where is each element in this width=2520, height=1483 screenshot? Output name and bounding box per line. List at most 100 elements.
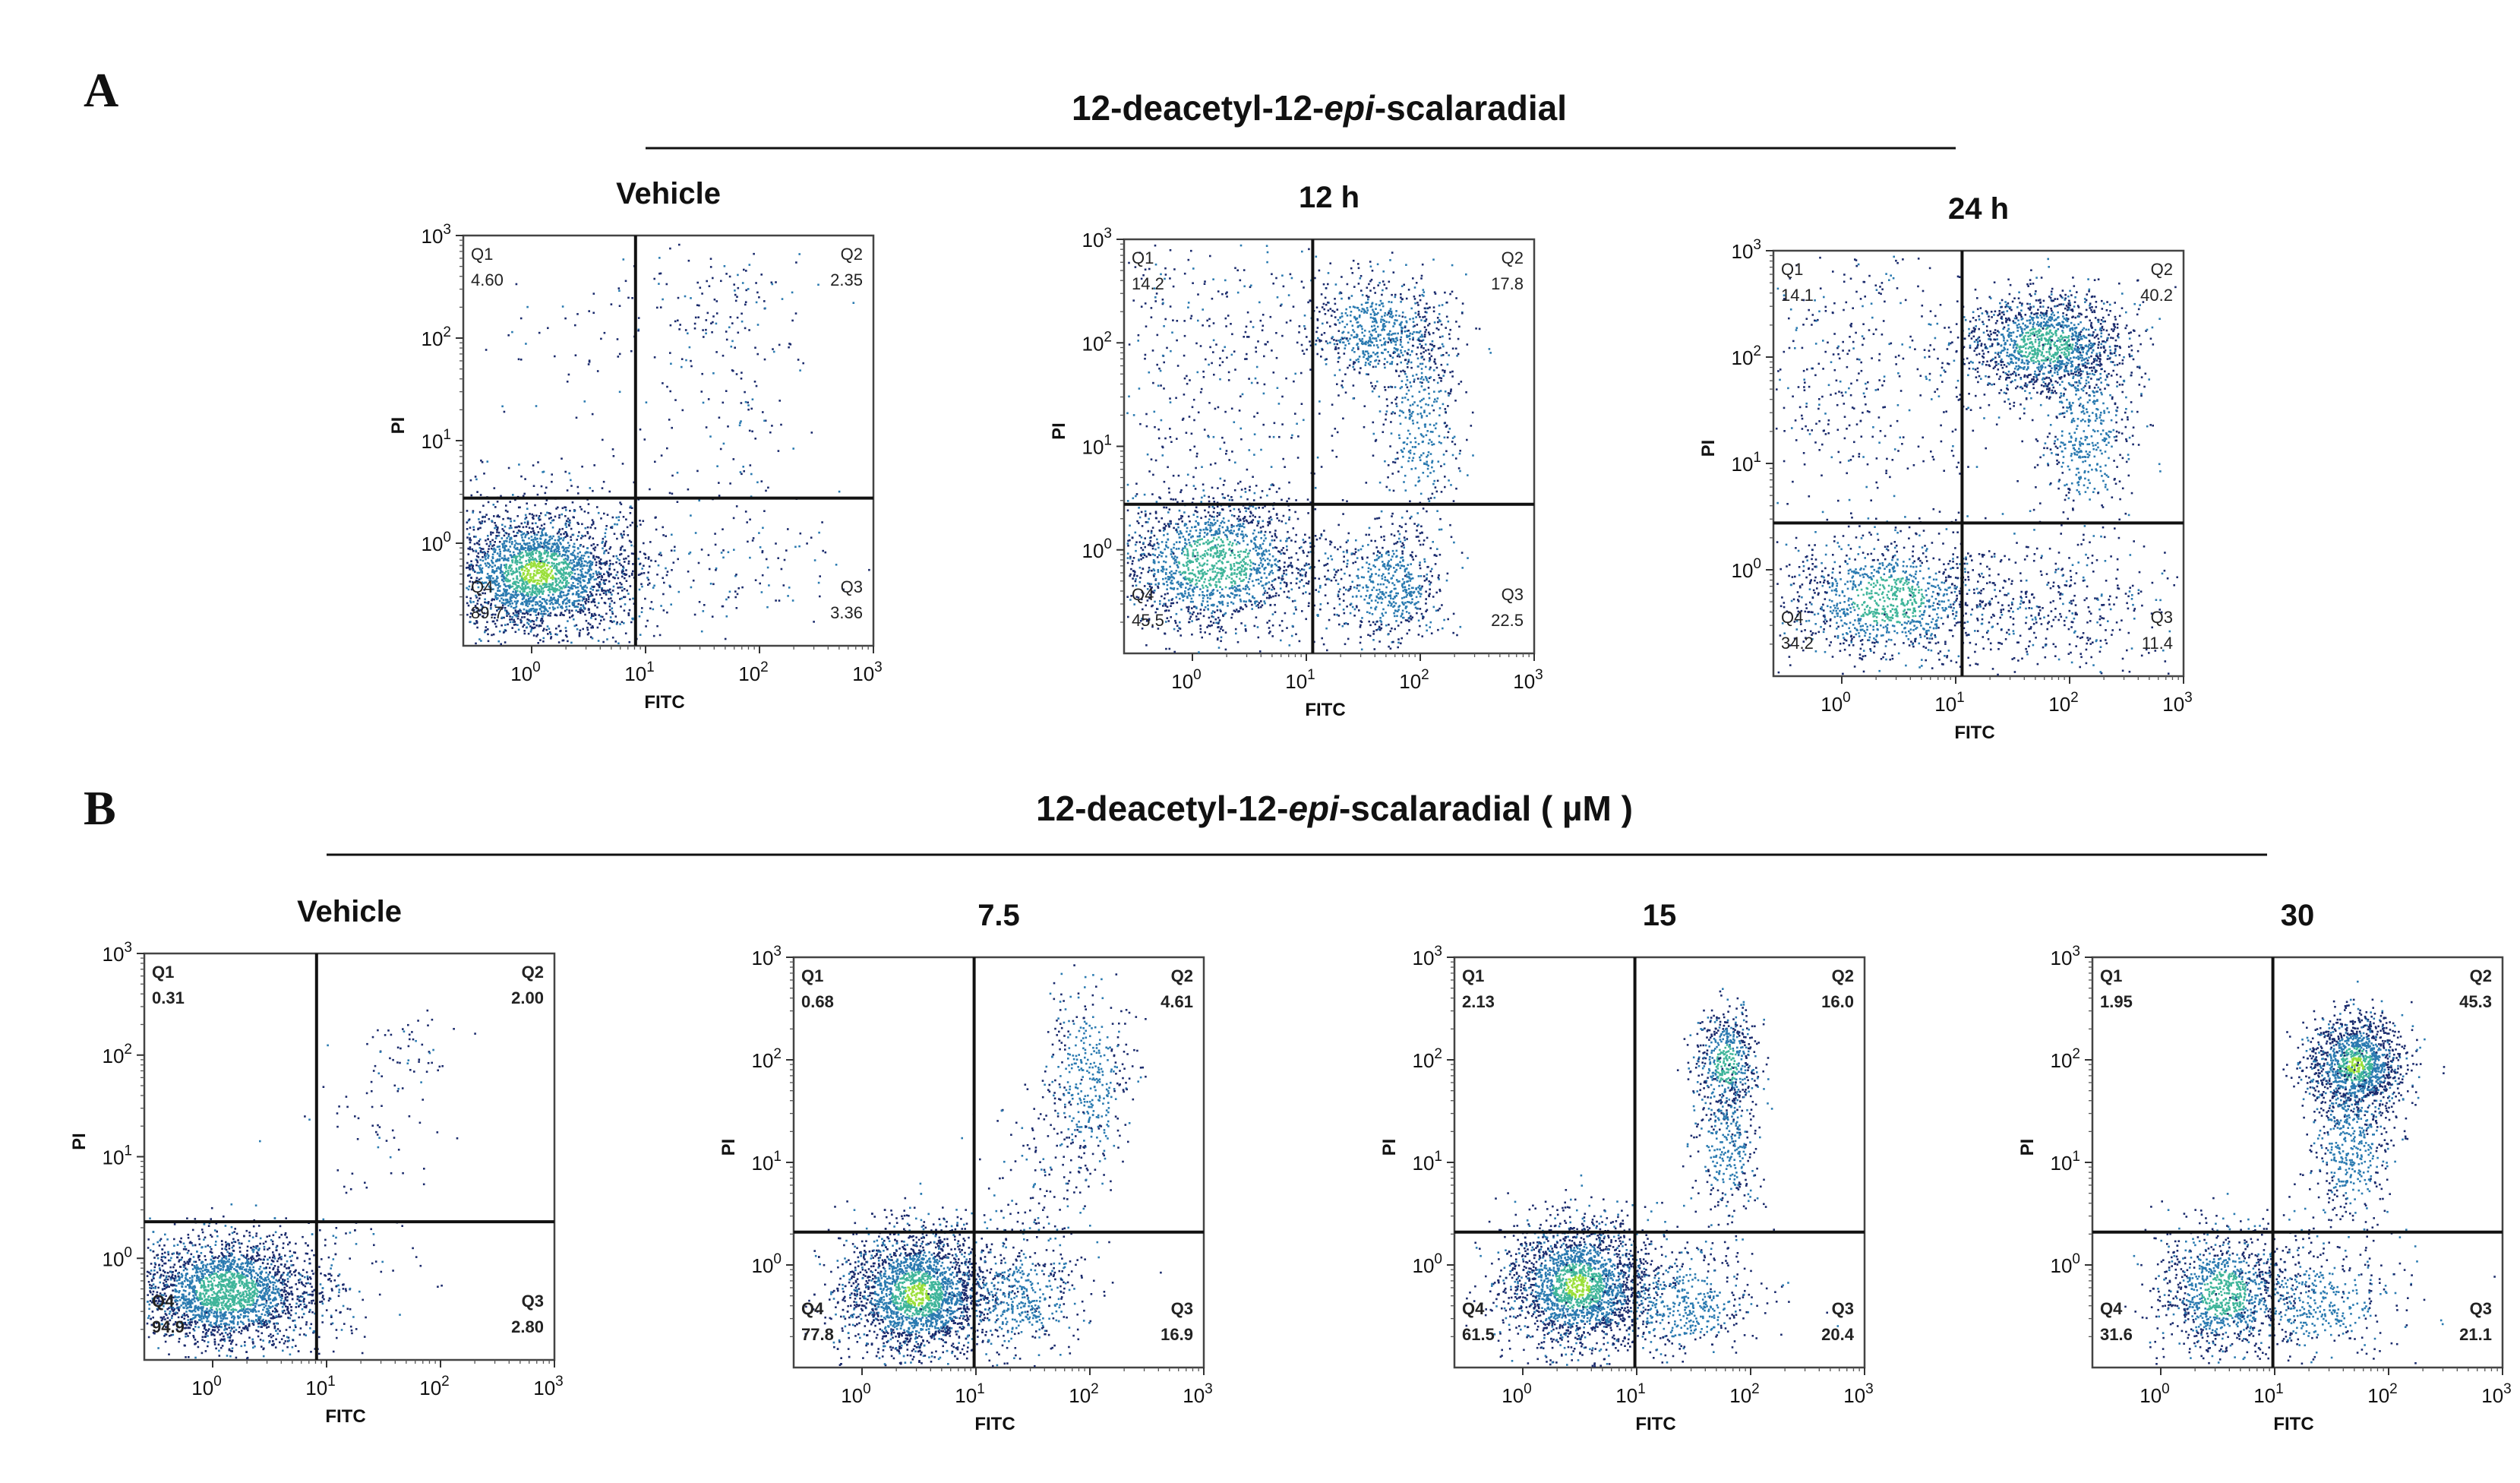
y-tick-label: 103: [752, 944, 782, 969]
x-tick-label: 100: [841, 1381, 871, 1407]
quadrant-q1-value: 2.13: [1462, 992, 1495, 1011]
y-tick-label: 103: [2051, 944, 2081, 969]
y-tick-label: 103: [1413, 944, 1443, 969]
quadrant-q1-value: 14.2: [1132, 274, 1164, 293]
y-tick-label: 102: [1732, 343, 1762, 369]
plot-b-2: 7.5 Q1 0.68 Q2 4.61 Q3 16.9 Q4 77.8 100 100 101 101 1…: [718, 899, 1213, 1434]
x-tick-label: 101: [955, 1381, 985, 1407]
plot-title: 7.5: [977, 899, 1020, 932]
plot-frame: [2091, 956, 2504, 1369]
x-tick-label: 100: [510, 659, 541, 685]
x-axis-label: FITC: [1954, 723, 1994, 743]
quadrant-q4-value: 77.8: [801, 1325, 834, 1344]
quadrant-q1-name: Q1: [152, 963, 174, 982]
quadrant-q2-value: 2.35: [830, 270, 863, 289]
plot-frame: [1772, 249, 2185, 678]
panel-b-title: 12-deacetyl-12-epi-scalaradial ( µM ): [1036, 789, 1633, 828]
quadrant-q2-name: Q2: [1832, 966, 1854, 985]
x-tick-label: 103: [2481, 1381, 2512, 1407]
quadrant-q4-name: Q4: [152, 1292, 175, 1311]
event-dots: [146, 1009, 476, 1360]
quadrant-q3-value: 2.80: [511, 1317, 544, 1336]
quadrant-q4-value: 61.5: [1462, 1325, 1495, 1344]
quadrant-q3-value: 21.1: [2459, 1325, 2492, 1344]
panel-a-letter: A: [84, 63, 118, 117]
plot-b-4: 30 Q1 1.95 Q2 45.3 Q3 21.1 Q4 31.6 100 100 101 101 10…: [2017, 899, 2512, 1434]
plot-b-3: 15 Q1 2.13 Q2 16.0 Q3 20.4 Q4 61.5 100 100 101 101 10…: [1379, 899, 1874, 1434]
y-tick-label: 101: [103, 1143, 133, 1169]
quadrant-q2-name: Q2: [2151, 260, 2173, 279]
x-tick-label: 102: [2367, 1381, 2398, 1407]
y-tick-label: 101: [2051, 1149, 2081, 1175]
x-axis-label: FITC: [325, 1406, 365, 1427]
y-axis-label: PI: [69, 1133, 90, 1150]
quadrant-q3-name: Q3: [1502, 585, 1524, 604]
x-tick-label: 103: [852, 659, 883, 685]
plot-b-1: Vehicle Q1 0.31 Q2 2.00 Q3 2.80 Q4 94.9 100 100 101…: [69, 895, 564, 1427]
event-dots: [1126, 244, 1492, 653]
y-tick-label: 102: [1082, 329, 1113, 355]
y-tick-label: 101: [1413, 1149, 1443, 1175]
y-tick-label: 101: [1732, 450, 1762, 476]
x-tick-label: 103: [1513, 667, 1543, 693]
quadrant-q4-name: Q4: [1462, 1299, 1485, 1318]
quadrant-q3-value: 11.4: [2142, 634, 2173, 653]
x-tick-label: 100: [1171, 667, 1202, 693]
y-tick-label: 101: [1082, 433, 1113, 459]
plot-frame: [143, 952, 556, 1361]
y-tick-label: 102: [752, 1046, 782, 1072]
quadrant-q3-name: Q3: [1832, 1299, 1854, 1318]
x-tick-label: 102: [2048, 690, 2079, 716]
quadrant-q3-value: 22.5: [1491, 611, 1524, 630]
event-dots: [804, 964, 1162, 1368]
quadrant-q3-name: Q3: [2151, 608, 2173, 627]
plot-title: 12 h: [1299, 181, 1359, 214]
y-tick-label: 100: [103, 1244, 133, 1270]
y-tick-label: 102: [2051, 1046, 2081, 1072]
x-tick-label: 103: [2162, 690, 2193, 716]
quadrant-q4-name: Q4: [471, 577, 493, 596]
y-tick-label: 103: [1082, 226, 1113, 251]
quadrant-q2-name: Q2: [522, 963, 544, 982]
quadrant-q2-value: 2.00: [511, 988, 544, 1007]
quadrant-q1-value: 1.95: [2100, 992, 2133, 1011]
x-tick-label: 101: [1285, 667, 1315, 693]
quadrant-q2-value: 45.3: [2459, 992, 2492, 1011]
x-tick-label: 101: [2253, 1381, 2284, 1407]
y-tick-label: 101: [422, 427, 452, 453]
quadrant-q2-value: 4.61: [1161, 992, 1193, 1011]
x-tick-label: 102: [1729, 1381, 1760, 1407]
panel-b-letter: B: [84, 781, 116, 835]
y-axis-label: PI: [2017, 1139, 2038, 1156]
event-dots: [1775, 255, 2178, 676]
quadrant-q1-name: Q1: [2100, 966, 2122, 985]
y-tick-label: 103: [422, 222, 452, 248]
plot-title: 24 h: [1948, 192, 2009, 226]
quadrant-q2-value: 16.0: [1821, 992, 1854, 1011]
quadrant-q4-value: 31.6: [2100, 1325, 2133, 1344]
y-tick-label: 101: [752, 1149, 782, 1175]
y-tick-label: 103: [103, 940, 133, 966]
quadrant-q3-value: 20.4: [1821, 1325, 1855, 1344]
x-tick-label: 101: [305, 1374, 336, 1399]
x-tick-label: 103: [533, 1374, 564, 1399]
plot-frame: [1123, 238, 1536, 655]
panel-a-title: 12-deacetyl-12-epi-scalaradial: [1072, 88, 1567, 128]
plot-frame: [1453, 956, 1866, 1369]
quadrant-q4-name: Q4: [1781, 608, 1803, 627]
y-tick-label: 102: [422, 324, 452, 350]
y-tick-label: 100: [1082, 536, 1113, 562]
quadrant-q3-name: Q3: [1171, 1299, 1193, 1318]
x-axis-label: FITC: [2273, 1414, 2313, 1434]
quadrant-q4-name: Q4: [801, 1299, 824, 1318]
x-tick-label: 102: [419, 1374, 450, 1399]
quadrant-q1-value: 14.1: [1781, 286, 1814, 305]
x-tick-label: 100: [2139, 1381, 2170, 1407]
y-axis-label: PI: [1379, 1139, 1400, 1156]
y-tick-label: 102: [103, 1042, 133, 1067]
y-axis-label: PI: [1698, 440, 1719, 457]
quadrant-q3-value: 16.9: [1161, 1325, 1193, 1344]
quadrant-q4-name: Q4: [2100, 1299, 2123, 1318]
plot-a-3: 24 h Q1 14.1 Q2 40.2 Q3 11.4 Q4 34.2 100 100 101 101…: [1698, 192, 2193, 743]
